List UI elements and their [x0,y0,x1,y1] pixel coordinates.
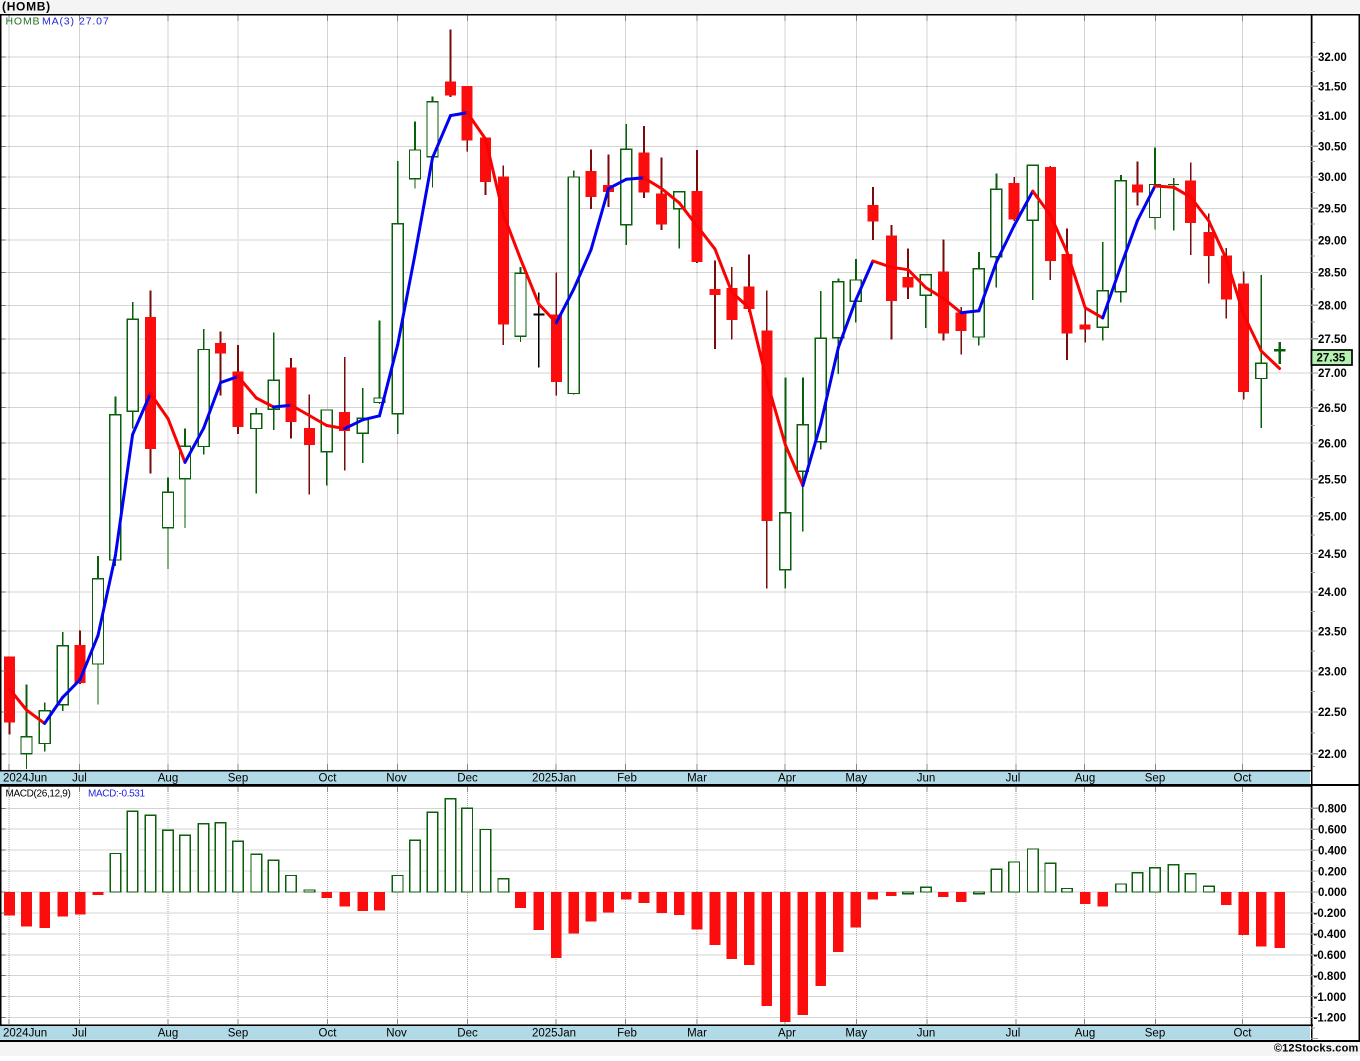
svg-text:Feb: Feb [617,1027,637,1039]
svg-text:Sep: Sep [1145,1027,1165,1039]
svg-text:May: May [845,773,867,785]
svg-text:Apr: Apr [778,773,796,785]
svg-text:27.50: 27.50 [1318,334,1347,346]
svg-text:2025Jan: 2025Jan [532,1027,576,1039]
svg-text:24.00: 24.00 [1318,587,1347,599]
svg-text:Nov: Nov [386,773,407,785]
svg-text:-0.400: -0.400 [1314,929,1347,941]
svg-text:MACD(26,12,9)MACD:-0.531: MACD(26,12,9) MACD:-0.531 [6,789,146,800]
svg-text:0.400: 0.400 [1318,845,1347,857]
svg-text:Sep: Sep [1145,773,1165,785]
svg-text:2025Jan: 2025Jan [532,773,576,785]
svg-text:Feb: Feb [617,773,637,785]
svg-text:31.00: 31.00 [1318,111,1347,123]
svg-text:-1.200: -1.200 [1314,1013,1347,1025]
svg-text:30.50: 30.50 [1318,142,1347,154]
svg-text:Jul: Jul [1006,773,1021,785]
svg-text:May: May [845,1027,867,1039]
svg-text:28.50: 28.50 [1318,268,1347,280]
svg-text:Aug: Aug [1075,1027,1095,1039]
svg-text:0.800: 0.800 [1318,804,1347,816]
svg-text:Aug: Aug [158,773,178,785]
svg-text:Mar: Mar [687,1027,707,1039]
svg-text:Dec: Dec [457,773,478,785]
svg-text:25.00: 25.00 [1318,511,1347,523]
svg-text:(HOMB): (HOMB) [2,0,51,14]
svg-text:31.50: 31.50 [1318,82,1347,94]
svg-text:Mar: Mar [687,773,707,785]
svg-text:23.00: 23.00 [1318,666,1347,678]
svg-text:-1.000: -1.000 [1314,992,1347,1004]
svg-text:Jun: Jun [917,1027,936,1039]
svg-text:32.00: 32.00 [1318,52,1347,64]
svg-text:Aug: Aug [1075,773,1095,785]
svg-text:Jul: Jul [1006,1027,1021,1039]
svg-text:2024Jun: 2024Jun [3,773,47,785]
svg-text:22.00: 22.00 [1318,749,1347,761]
svg-text:29.50: 29.50 [1318,204,1347,216]
svg-text:Apr: Apr [778,1027,796,1039]
svg-text:0.000: 0.000 [1318,887,1347,899]
svg-text:Dec: Dec [457,1027,478,1039]
svg-text:Oct: Oct [1234,773,1253,785]
svg-text:23.50: 23.50 [1318,626,1347,638]
svg-text:Jul: Jul [72,773,87,785]
svg-text:Oct: Oct [1234,1027,1253,1039]
svg-text:Oct: Oct [319,1027,338,1039]
svg-text:©12Stocks.com: ©12Stocks.com [1274,1043,1359,1055]
svg-text:Jul: Jul [72,1027,87,1039]
svg-text:Jun: Jun [917,773,936,785]
svg-text:0.200: 0.200 [1318,866,1347,878]
svg-text:25.50: 25.50 [1318,474,1347,486]
svg-text:22.50: 22.50 [1318,707,1347,719]
svg-text:29.00: 29.00 [1318,235,1347,247]
svg-text:26.50: 26.50 [1318,403,1347,415]
svg-text:24.50: 24.50 [1318,549,1347,561]
svg-text:0.600: 0.600 [1318,824,1347,836]
svg-text:-0.200: -0.200 [1314,908,1347,920]
svg-text:Aug: Aug [158,1027,178,1039]
svg-text:26.00: 26.00 [1318,438,1347,450]
svg-text:27.35: 27.35 [1317,353,1346,365]
svg-text:30.00: 30.00 [1318,172,1347,184]
svg-text:Sep: Sep [228,773,248,785]
svg-text:Nov: Nov [386,1027,407,1039]
svg-text:28.00: 28.00 [1318,301,1347,313]
svg-text:Sep: Sep [228,1027,248,1039]
svg-text:-0.600: -0.600 [1314,950,1347,962]
svg-text:-0.800: -0.800 [1314,971,1347,983]
svg-text:Oct: Oct [319,773,338,785]
svg-text:2024Jun: 2024Jun [3,1027,47,1039]
svg-text:27.00: 27.00 [1318,368,1347,380]
